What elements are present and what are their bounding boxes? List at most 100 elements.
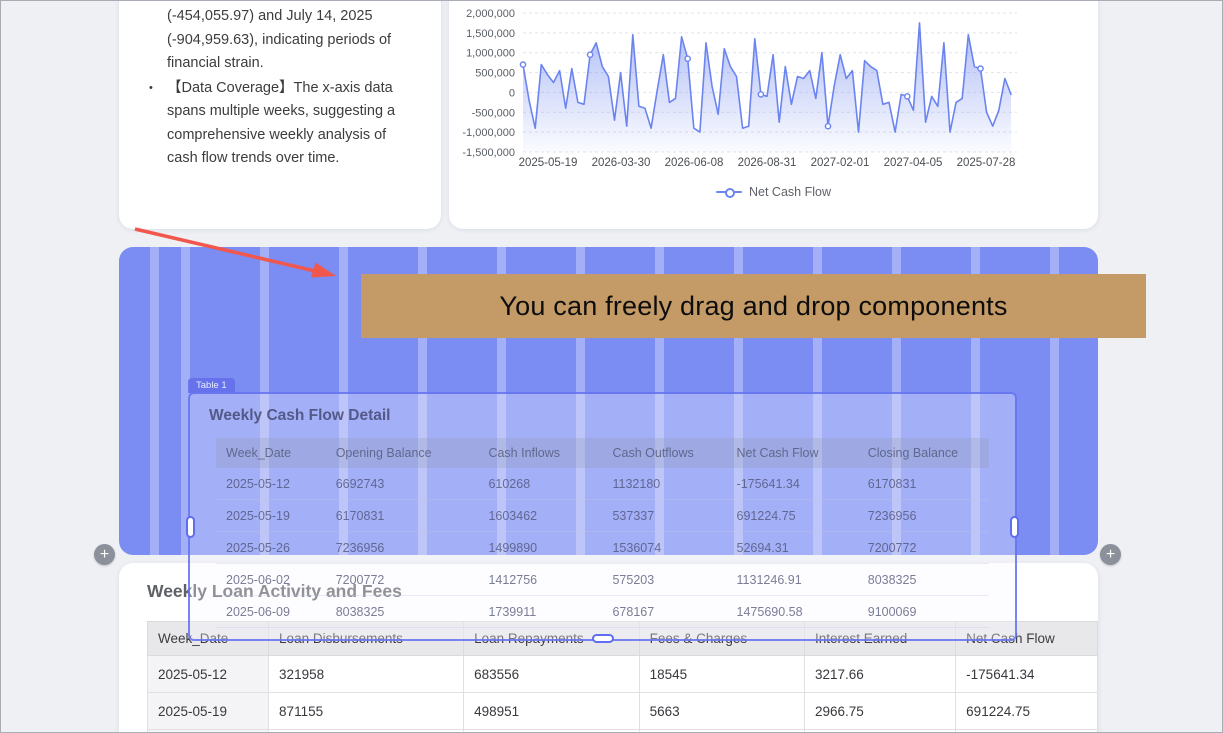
resize-handle-left[interactable] xyxy=(186,516,195,538)
svg-text:0: 0 xyxy=(509,87,515,99)
insight-bullet-item: • 【Data Coverage】The x-axis data spans m… xyxy=(149,77,417,171)
dragged-table-box[interactable]: Weekly Cash Flow Detail Week_Date Opening… xyxy=(186,392,1019,643)
cell: 9100069 xyxy=(857,595,989,628)
column-header: Cash Outflows xyxy=(602,438,727,468)
loan-activity-table: Week_Date Loan Disbursements Loan Repaymen… xyxy=(146,621,1098,732)
cell xyxy=(463,729,640,732)
cell: 1475690.58 xyxy=(726,595,858,628)
svg-text:2026-06-08: 2026-06-08 xyxy=(665,157,724,169)
net-cash-flow-chart-card: 2,000,000 1,500,000 1,000,000 500,000 0 -500,… xyxy=(449,1,1098,229)
column-header: Cash Inflows xyxy=(478,438,603,468)
cell: 1499890 xyxy=(478,531,603,564)
column-header: Week_Date xyxy=(216,438,326,468)
cell: 321958 xyxy=(268,655,465,693)
line-series-icon xyxy=(716,187,742,198)
cash-flow-detail-table: Week_Date Opening Balance Cash Inflows Cash… xyxy=(216,438,989,628)
svg-text:-1,000,000: -1,000,000 xyxy=(462,127,515,139)
cell xyxy=(955,729,1098,732)
column-header: Net Cash Flow xyxy=(726,438,858,468)
cell: 2025-05-12 xyxy=(216,468,326,500)
svg-text:2026-08-31: 2026-08-31 xyxy=(738,157,797,169)
cell: 871155 xyxy=(268,692,465,730)
svg-text:-1,500,000: -1,500,000 xyxy=(462,147,515,159)
dragged-table-component[interactable]: Table 1 Weekly Cash Flow Detail Week_Dat… xyxy=(186,378,1019,643)
bullet-icon: • xyxy=(149,81,153,94)
cell: 691224.75 xyxy=(726,499,858,532)
cell xyxy=(638,729,805,732)
cell: 1739911 xyxy=(478,595,603,628)
component-tag: Table 1 xyxy=(188,378,235,393)
table-row: 2025-05-26 7236956 1499890 1536074 52694.31 7… xyxy=(216,531,989,564)
cell: 8038325 xyxy=(325,595,479,628)
cell: 7236956 xyxy=(325,531,479,564)
cell: -175641.34 xyxy=(726,468,858,500)
overlay-table-title: Weekly Cash Flow Detail xyxy=(209,407,391,424)
cell: 5663 xyxy=(638,692,805,730)
insight-card: (-454,055.97) and July 14, 2025 (-904,95… xyxy=(119,1,441,229)
cell: 2966.75 xyxy=(803,692,957,730)
cell xyxy=(268,729,465,732)
cell: 537337 xyxy=(602,499,727,532)
cell xyxy=(803,729,957,732)
svg-text:2027-02-01: 2027-02-01 xyxy=(811,157,870,169)
table-row: 2025-06-02 7200772 1412756 575203 1131246.91… xyxy=(216,563,989,596)
cell: 2025-06-02 xyxy=(216,563,326,596)
cell: 3217.66 xyxy=(803,655,957,693)
svg-text:2,000,000: 2,000,000 xyxy=(466,8,515,20)
table-row: 2025-06-09 8038325 1739911 678167 1475690.58… xyxy=(216,595,989,628)
table-row: 2025-05-19 6170831 1603462 537337 691224.75 7… xyxy=(216,499,989,532)
drag-drop-hint-banner[interactable]: You can freely drag and drop components xyxy=(361,274,1146,338)
cell: 1131246.91 xyxy=(726,563,858,596)
cell: 1603462 xyxy=(478,499,603,532)
plus-icon: + xyxy=(99,545,110,563)
svg-text:2025-05-19: 2025-05-19 xyxy=(519,157,578,169)
cell: 1536074 xyxy=(602,531,727,564)
cell: -175641.34 xyxy=(955,655,1098,693)
svg-text:1,500,000: 1,500,000 xyxy=(466,28,515,40)
cell: 18545 xyxy=(638,655,805,693)
cell: 1412756 xyxy=(478,563,603,596)
cell: 8038325 xyxy=(857,563,989,596)
net-cash-flow-area-chart: 2,000,000 1,500,000 1,000,000 500,000 0 -500,… xyxy=(462,8,1017,169)
cell: 6170831 xyxy=(857,468,989,500)
cell: 2025-05-26 xyxy=(216,531,326,564)
cell: 7236956 xyxy=(857,499,989,532)
insight-card-body: (-454,055.97) and July 14, 2025 (-904,95… xyxy=(119,1,441,171)
svg-text:1,000,000: 1,000,000 xyxy=(466,48,515,60)
insight-continuation-text: (-454,055.97) and July 14, 2025 (-904,95… xyxy=(167,8,392,71)
insight-bullet-text: 【Data Coverage】The x-axis data spans mul… xyxy=(167,79,396,167)
cell xyxy=(146,729,270,732)
cell: 683556 xyxy=(463,655,640,693)
cell: 52694.31 xyxy=(726,531,858,564)
cell: 1132180 xyxy=(602,468,727,500)
cell: 691224.75 xyxy=(955,692,1098,730)
cell: 575203 xyxy=(602,563,727,596)
cell: 498951 xyxy=(463,692,640,730)
chart-legend-item[interactable]: Net Cash Flow xyxy=(449,185,1098,199)
table-row: 2025-05-19 871155 498951 5663 2966.75 691224.… xyxy=(146,692,1098,730)
cell: 6170831 xyxy=(325,499,479,532)
cell: 610268 xyxy=(478,468,603,500)
cell: 6692743 xyxy=(325,468,479,500)
legend-label: Net Cash Flow xyxy=(749,185,831,199)
plus-icon: + xyxy=(1105,545,1116,563)
header-row: Week_Date Opening Balance Cash Inflows Cash… xyxy=(216,438,989,468)
add-component-left-button[interactable]: + xyxy=(94,544,115,565)
svg-text:2026-03-30: 2026-03-30 xyxy=(592,157,651,169)
resize-handle-right[interactable] xyxy=(1010,516,1019,538)
table-row xyxy=(146,729,1098,732)
cell: 2025-06-09 xyxy=(216,595,326,628)
cell: 2025-05-12 xyxy=(146,655,270,693)
table-row: 2025-05-12 6692743 610268 1132180 -175641.34… xyxy=(216,468,989,500)
cell: 2025-05-19 xyxy=(216,499,326,532)
cell: 7200772 xyxy=(857,531,989,564)
cell: 678167 xyxy=(602,595,727,628)
column-header: Opening Balance xyxy=(325,438,479,468)
cell: 2025-05-19 xyxy=(146,692,270,730)
svg-text:-500,000: -500,000 xyxy=(472,107,515,119)
svg-text:500,000: 500,000 xyxy=(475,68,515,80)
resize-handle-bottom[interactable] xyxy=(591,634,614,643)
table-row: 2025-05-12 321958 683556 18545 3217.66 -17564… xyxy=(146,655,1098,693)
add-component-right-button[interactable]: + xyxy=(1100,544,1121,565)
